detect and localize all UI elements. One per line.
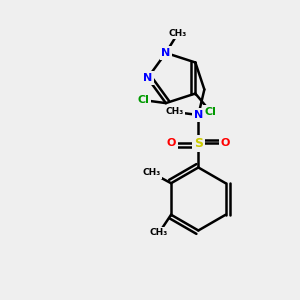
Text: Cl: Cl: [204, 106, 216, 116]
Text: O: O: [167, 139, 176, 148]
Text: CH₃: CH₃: [169, 29, 187, 38]
Text: CH₃: CH₃: [150, 228, 168, 237]
Text: CH₃: CH₃: [165, 107, 184, 116]
Text: N: N: [143, 73, 152, 83]
Text: CH₃: CH₃: [142, 168, 161, 177]
Text: Cl: Cl: [137, 95, 149, 105]
Text: N: N: [194, 110, 203, 120]
Text: O: O: [221, 139, 230, 148]
Text: N: N: [161, 48, 170, 58]
Text: S: S: [194, 137, 203, 150]
